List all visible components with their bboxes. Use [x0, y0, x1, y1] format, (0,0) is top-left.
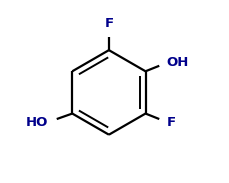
Text: F: F: [167, 115, 176, 128]
Text: F: F: [104, 17, 114, 30]
Text: HO: HO: [26, 115, 48, 128]
Text: OH: OH: [167, 56, 189, 69]
